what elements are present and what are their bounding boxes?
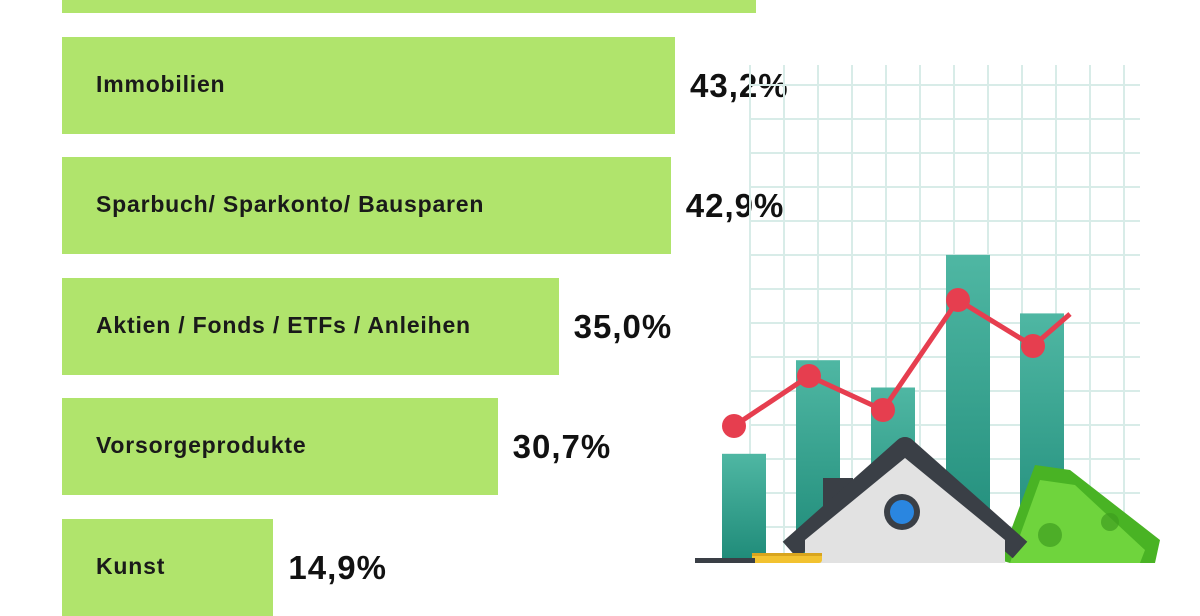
trend-point [722,414,746,438]
category-label-2: Sparbuch/ Sparkonto/ Bausparen [96,191,485,217]
value-label-3: 35,0% [573,308,673,345]
value-label-2: 42,9% [685,187,785,224]
trend-line [722,288,1072,438]
illustration-column [722,453,766,563]
category-label-4: Vorsorgeprodukte [96,432,307,458]
bar-2 [62,157,671,254]
bar-0 [62,0,756,13]
trend-point [1021,334,1045,358]
house-finance-illustration [695,65,1160,563]
trend-point [797,364,821,388]
value-label-4: 30,7% [512,428,612,465]
category-label-1: Immobilien [96,71,226,97]
category-label-5: Kunst [96,553,166,579]
bar-4 [62,398,498,495]
bar-5 [62,519,274,616]
coin-stack-icon [752,553,822,563]
trend-point [946,288,970,312]
house-icon [782,437,1028,563]
trend-point [871,398,895,422]
value-label-5: 14,9% [288,549,387,586]
money-stack [1000,465,1160,563]
bar-3 [62,278,559,375]
horizontal-bar-chart: Immobilien 43,2% Sparbuch/ Sparkonto/ Baus… [62,0,788,616]
bar-1 [62,37,675,134]
category-label-3: Aktien / Fonds / ETFs / Anleihen [96,312,471,338]
